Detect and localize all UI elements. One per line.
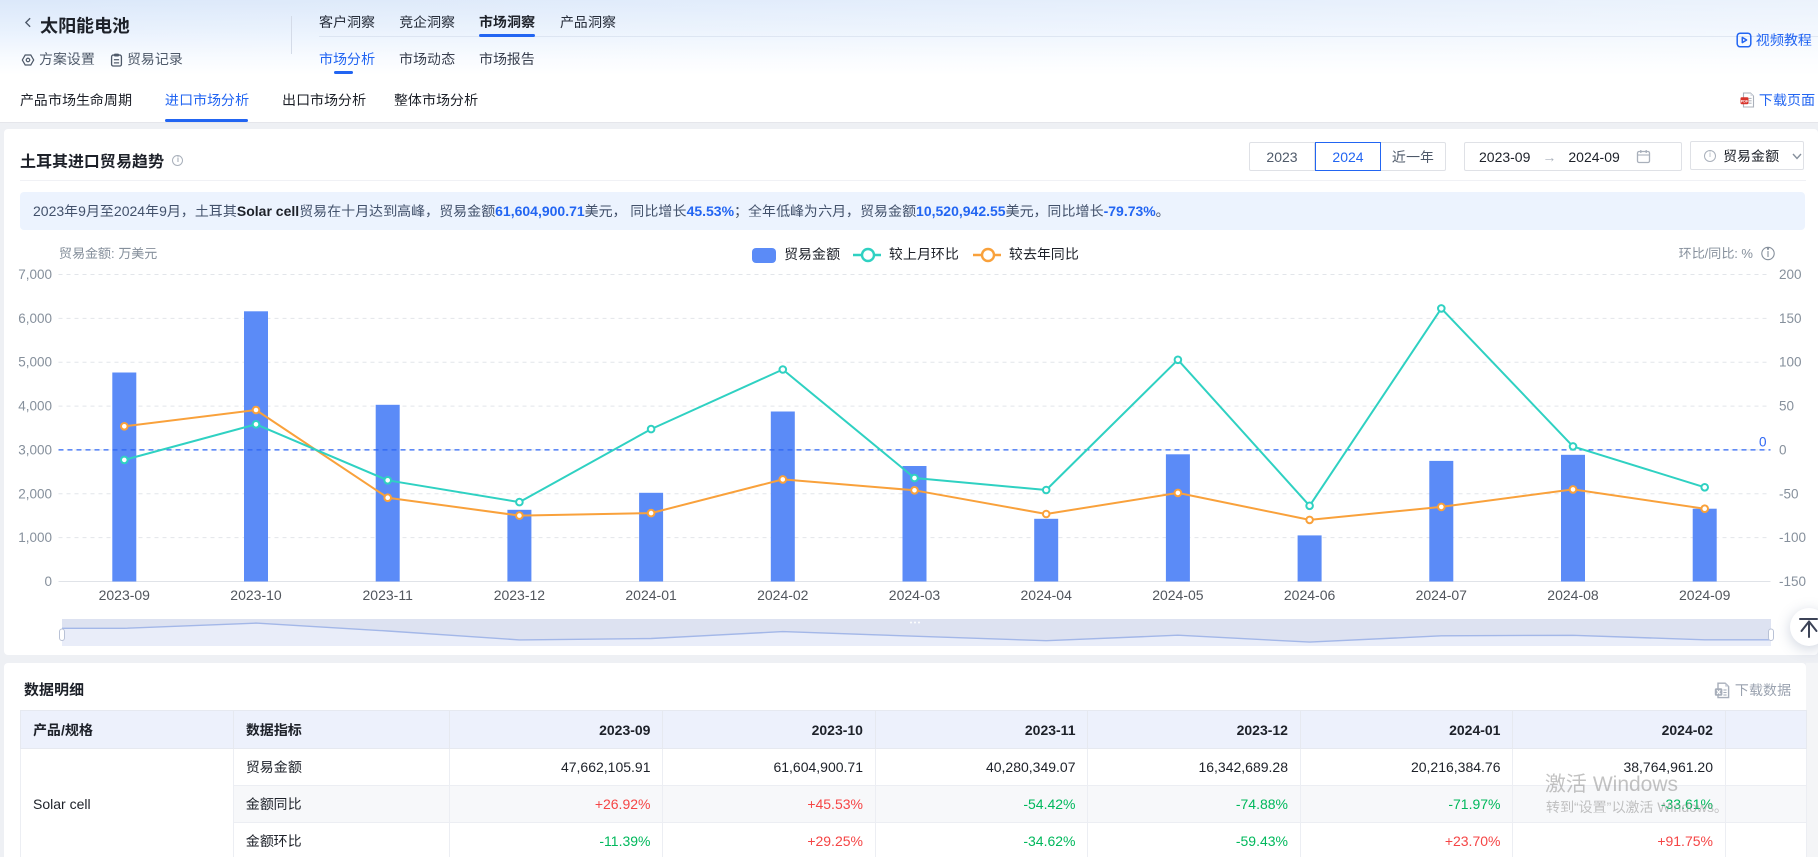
svg-text:2023-10: 2023-10: [230, 587, 282, 603]
svg-text:2024-09: 2024-09: [1679, 587, 1731, 603]
svg-text:-100: -100: [1779, 530, 1806, 545]
svg-text:环比/同比: %: 环比/同比: %: [1679, 246, 1754, 261]
svg-text:较去年同比: 较去年同比: [1009, 246, 1079, 262]
svg-text:2024-08: 2024-08: [1547, 587, 1599, 603]
svg-text:-50: -50: [1779, 486, 1799, 501]
svg-text:2024-02: 2024-02: [757, 587, 809, 603]
svg-text:2023-11: 2023-11: [363, 587, 414, 603]
svg-text:1,000: 1,000: [18, 530, 52, 545]
svg-text:7,000: 7,000: [18, 267, 52, 282]
svg-text:0: 0: [44, 574, 52, 589]
svg-text:2023-12: 2023-12: [494, 587, 546, 603]
svg-text:5,000: 5,000: [18, 355, 52, 370]
svg-text:2024-01: 2024-01: [625, 587, 677, 603]
svg-text:50: 50: [1779, 399, 1794, 414]
svg-text:较上月环比: 较上月环比: [889, 246, 959, 262]
svg-text:PDF: PDF: [1741, 99, 1749, 103]
svg-text:150: 150: [1779, 311, 1802, 326]
svg-text:2024-06: 2024-06: [1284, 587, 1336, 603]
svg-text:2024-07: 2024-07: [1416, 587, 1468, 603]
svg-text:-150: -150: [1779, 574, 1806, 589]
svg-text:2024-05: 2024-05: [1152, 587, 1204, 603]
svg-text:3,000: 3,000: [18, 442, 52, 457]
svg-text:4,000: 4,000: [18, 399, 52, 414]
svg-text:200: 200: [1779, 267, 1802, 282]
svg-text:2023-09: 2023-09: [99, 587, 151, 603]
svg-text:6,000: 6,000: [18, 311, 52, 326]
svg-text:2024-03: 2024-03: [889, 587, 941, 603]
svg-text:0: 0: [1779, 442, 1787, 457]
svg-text:0: 0: [1759, 434, 1767, 449]
svg-text:贸易金额: 贸易金额: [784, 246, 840, 262]
svg-text:2,000: 2,000: [18, 486, 52, 501]
svg-text:2024-04: 2024-04: [1021, 587, 1073, 603]
svg-text:100: 100: [1779, 355, 1802, 370]
svg-text:贸易金额: 万美元: 贸易金额: 万美元: [59, 246, 157, 261]
